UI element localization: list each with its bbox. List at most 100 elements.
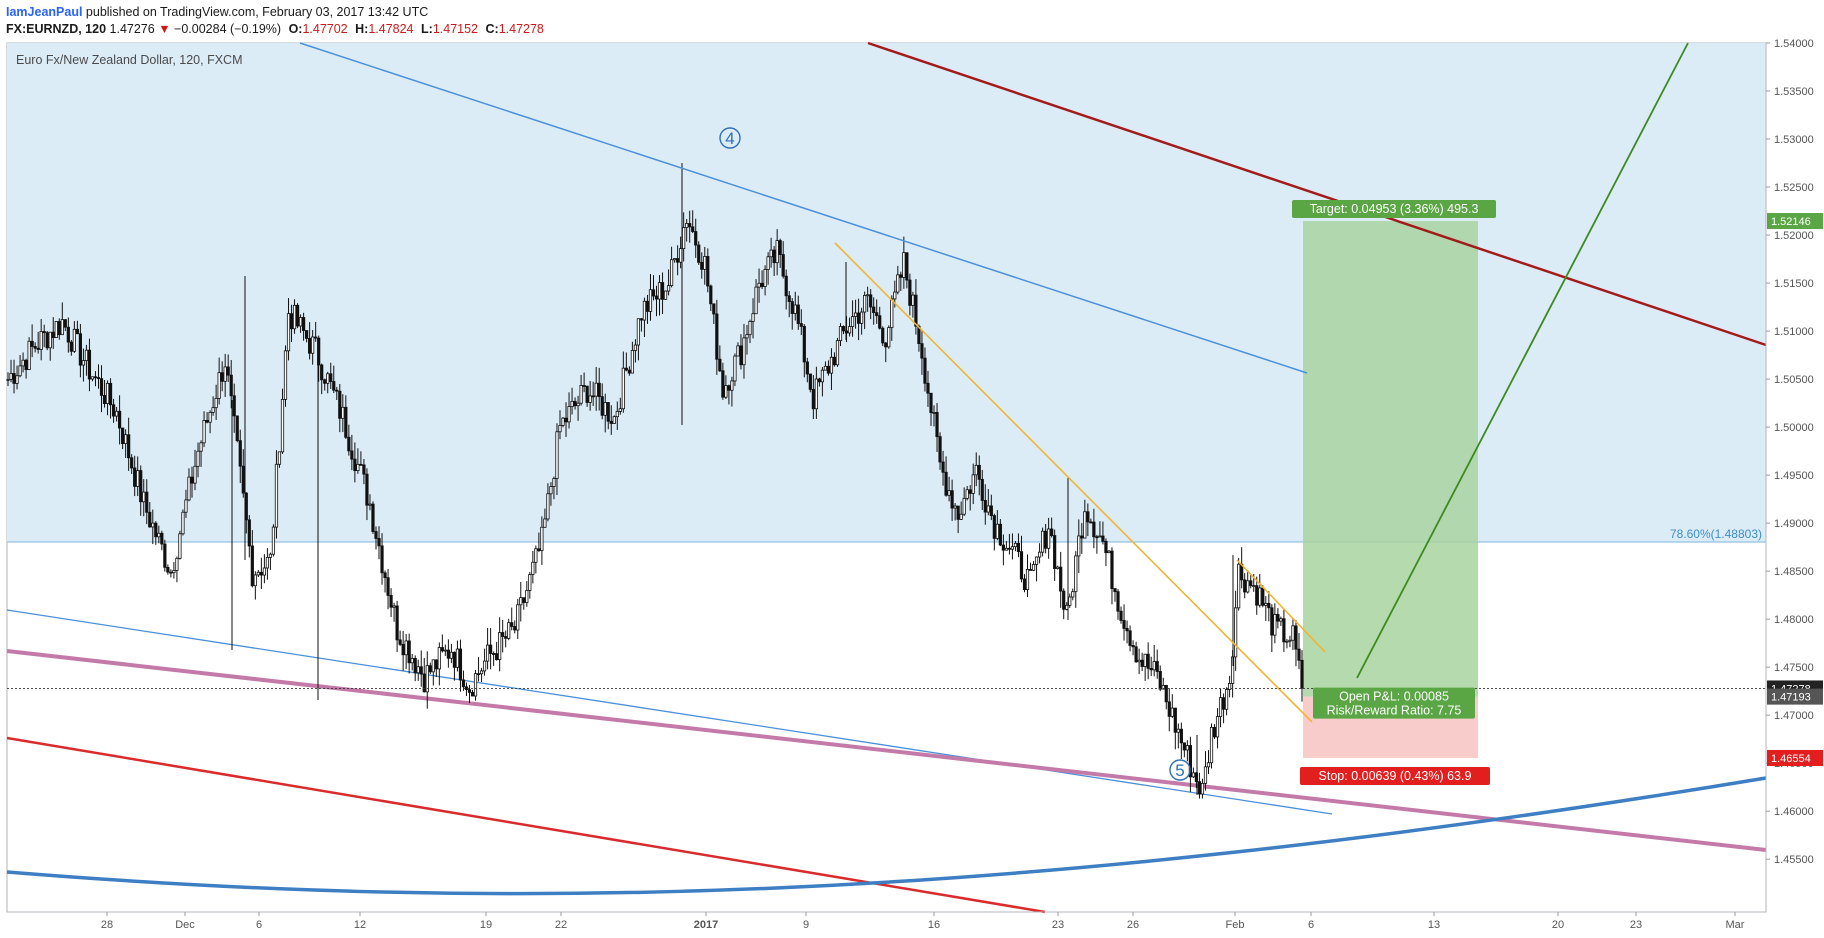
candle-body xyxy=(301,317,306,331)
fib-zone-fill xyxy=(7,43,1766,543)
candle-body xyxy=(721,370,725,398)
candle-body xyxy=(36,347,40,350)
dark-red-resistance-line[interactable] xyxy=(867,41,1767,347)
candle-body xyxy=(507,622,511,639)
candle-body xyxy=(1234,607,1238,658)
candle-body xyxy=(754,286,758,315)
candle-body xyxy=(651,289,656,297)
stop-price-tag-bg xyxy=(1767,749,1823,766)
candle-body xyxy=(1095,536,1099,539)
symbol-label[interactable]: FX:EURNZD, 120 xyxy=(6,22,107,36)
candle-body xyxy=(323,379,327,384)
candle-body xyxy=(187,476,191,501)
orange-trendline[interactable] xyxy=(834,242,1313,723)
candle-body xyxy=(676,258,680,263)
candle-body xyxy=(1200,782,1205,795)
candle-body xyxy=(1158,671,1162,690)
candle-body xyxy=(594,382,598,397)
candle-body xyxy=(1034,556,1039,565)
candle-body xyxy=(1086,511,1090,523)
low-label: L: xyxy=(421,22,433,36)
candle-body xyxy=(220,372,224,382)
pnl-label-bg xyxy=(1313,687,1475,719)
y-tick-label: 1.46000 xyxy=(1774,806,1814,818)
candle-body xyxy=(111,404,116,417)
candle-body xyxy=(1249,580,1253,587)
candle-body xyxy=(1246,580,1250,593)
candle-body xyxy=(145,491,149,513)
candle-body xyxy=(30,340,34,347)
candle-body xyxy=(470,691,475,697)
stop-label-bg xyxy=(1300,766,1490,785)
candle-body xyxy=(99,378,104,396)
candle-body xyxy=(718,358,722,372)
candle-body xyxy=(905,252,909,281)
entry-price-tag-bg xyxy=(1767,688,1823,705)
pink-support-line[interactable] xyxy=(6,649,1767,852)
long-position-tool[interactable] xyxy=(1303,221,1478,758)
candle-body xyxy=(1059,566,1063,592)
candle-body xyxy=(648,289,653,312)
candle-body xyxy=(570,400,574,407)
stop-label[interactable]: Stop: 0.00639 (0.43%) 63.9 xyxy=(1300,766,1490,785)
trendlines-front[interactable] xyxy=(7,41,1767,723)
candle-body xyxy=(314,336,318,339)
open-value: 1.47702 xyxy=(302,22,348,36)
candle-body xyxy=(1167,701,1171,717)
y-tick-label: 1.51500 xyxy=(1774,278,1814,290)
candle-body xyxy=(247,519,251,547)
candle-body xyxy=(663,290,668,300)
candle-body xyxy=(790,301,794,314)
candle-body xyxy=(802,325,806,363)
x-tick-label: 6 xyxy=(256,919,262,931)
candle-body xyxy=(407,640,411,664)
candle-body xyxy=(160,532,164,545)
upper-blue-channel-line[interactable] xyxy=(299,42,1308,374)
candle-body xyxy=(929,392,933,413)
orange-flag-line[interactable] xyxy=(1236,559,1326,653)
x-tick-label: 20 xyxy=(1552,919,1564,931)
published-text: published on TradingView.com, February 0… xyxy=(82,5,429,19)
y-tick-label: 1.54000 xyxy=(1774,38,1814,50)
candle-body xyxy=(1297,648,1301,661)
candle-body xyxy=(1143,653,1147,667)
candle-body xyxy=(473,673,478,697)
candle-body xyxy=(81,360,86,366)
target-label[interactable]: Target: 0.04953 (3.36%) 495.3 xyxy=(1292,200,1496,219)
candle-body xyxy=(986,505,990,513)
candle-body xyxy=(811,388,815,410)
y-tick-label: 1.51000 xyxy=(1774,326,1814,338)
chart-header: IamJeanPaul published on TradingView.com… xyxy=(0,0,1824,40)
candle-body xyxy=(66,326,70,343)
candle-body xyxy=(24,359,28,371)
candle-body xyxy=(784,275,788,297)
green-projection-line[interactable] xyxy=(1356,42,1689,679)
candle-body xyxy=(618,408,622,412)
candle-body xyxy=(890,298,894,329)
candle-body xyxy=(274,463,279,528)
candle-body xyxy=(410,657,414,664)
candle-body xyxy=(923,357,927,384)
candle-body xyxy=(555,431,559,479)
target-zone[interactable] xyxy=(1303,221,1478,697)
author-link[interactable]: IamJeanPaul xyxy=(6,5,83,19)
lower-blue-channel-line[interactable] xyxy=(6,609,1333,815)
candle-body xyxy=(108,382,113,406)
candle-body xyxy=(389,595,393,608)
x-tick-label: 16 xyxy=(928,919,940,931)
candle-body xyxy=(636,318,641,346)
y-tick-label: 1.53500 xyxy=(1774,86,1814,98)
candle-body xyxy=(87,349,92,380)
candle-body xyxy=(823,365,828,371)
candle-body xyxy=(1288,639,1292,642)
candle-body xyxy=(1134,646,1138,663)
candle-body xyxy=(516,604,520,631)
blue-curve[interactable] xyxy=(6,776,1767,896)
candle-body xyxy=(383,572,387,579)
candle-body xyxy=(820,369,825,383)
y-tick-label: 1.48500 xyxy=(1774,566,1814,578)
candle-body xyxy=(226,366,230,376)
candle-body xyxy=(513,626,517,631)
